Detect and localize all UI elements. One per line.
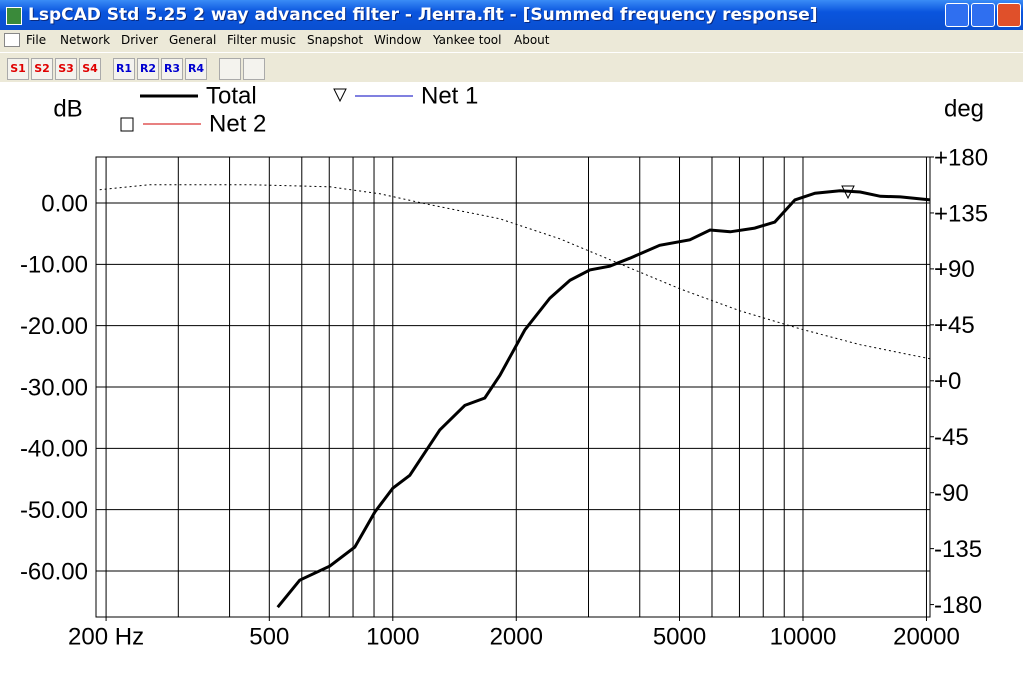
y2-tick-label: +0 [934, 368, 961, 395]
x-tick-label: 1000 [366, 623, 419, 650]
y-axis-label: dB [53, 95, 82, 122]
y-tick-label: -40.00 [20, 436, 88, 463]
x-tick-label: 10000 [770, 623, 837, 650]
y2-tick-label: +180 [934, 144, 988, 171]
legend-marker [120, 117, 134, 132]
title-bar: LspCAD Std 5.25 2 way advanced filter - … [0, 0, 1023, 30]
x-tick-label: 5000 [653, 623, 706, 650]
x-tick-label: 200 Hz [68, 623, 144, 650]
toolbar-icon-button[interactable] [219, 58, 241, 80]
menu-item[interactable]: Yankee tool [433, 33, 502, 47]
y2-tick-label: +90 [934, 256, 975, 283]
menu-item[interactable]: Network [60, 33, 111, 47]
y2-axis-label: deg [944, 95, 984, 122]
x-tick-label: 500 [249, 623, 289, 650]
menu-item[interactable]: Window [374, 33, 422, 47]
legend-label: Total [206, 82, 257, 109]
toolbar-button[interactable]: S2 [31, 58, 53, 80]
toolbar-button[interactable]: R4 [185, 58, 207, 80]
y2-tick-label: -90 [934, 480, 969, 507]
y2-tick-label: -135 [934, 536, 982, 563]
menu-item[interactable]: General [169, 33, 217, 47]
toolbar-button[interactable]: R2 [137, 58, 159, 80]
toolbar-button[interactable]: R3 [161, 58, 183, 80]
menu-item[interactable]: File [26, 33, 47, 47]
y-tick-label: -10.00 [20, 252, 88, 279]
maximize-button[interactable] [971, 3, 995, 27]
legend-label: Net 1 [421, 82, 478, 109]
menu-item[interactable]: Driver [121, 33, 158, 47]
legend-label: Net 2 [209, 110, 266, 137]
y2-tick-label: -180 [934, 592, 982, 619]
y-tick-label: 0.00 [41, 190, 88, 217]
y2-tick-label: +45 [934, 312, 975, 339]
y-tick-label: -60.00 [20, 558, 88, 585]
window-title: LspCAD Std 5.25 2 way advanced filter - … [28, 5, 818, 25]
toolbar-button[interactable]: S1 [7, 58, 29, 80]
x-tick-label: 2000 [490, 623, 543, 650]
toolbar: S1 S2 S3 S4 R1 R2 R3 R4 [0, 52, 1023, 81]
y-tick-label: -50.00 [20, 497, 88, 524]
menu-item[interactable]: About [514, 33, 550, 47]
series-line [276, 189, 931, 609]
toolbar-icon-button[interactable] [243, 58, 265, 80]
y2-tick-label: -45 [934, 424, 969, 451]
plot-frame [95, 156, 931, 618]
app-icon [6, 7, 22, 25]
x-tick-label: 20000 [893, 623, 960, 650]
menu-bar: File Network Driver General Filter music Snap… [0, 30, 1023, 50]
chart: dB deg 0.00 -10.00 -20.00 -30.00 -40.00 -50.00 -… [0, 82, 1023, 678]
toolbar-button[interactable]: R1 [113, 58, 135, 80]
toolbar-button[interactable]: S4 [79, 58, 101, 80]
legend-marker [333, 88, 347, 103]
phase-line [99, 184, 931, 360]
y-tick-label: -20.00 [20, 313, 88, 340]
minimize-button[interactable] [945, 3, 969, 27]
mdi-icon[interactable] [4, 33, 20, 47]
close-button[interactable] [997, 3, 1021, 27]
menu-item[interactable]: Snapshot [307, 33, 364, 47]
y-tick-label: -30.00 [20, 374, 88, 401]
toolbar-button[interactable]: S3 [55, 58, 77, 80]
y2-tick-label: +135 [934, 200, 988, 227]
menu-item[interactable]: Filter music [227, 33, 297, 47]
